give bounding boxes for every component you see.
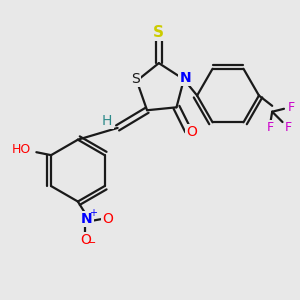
Text: O: O bbox=[102, 212, 113, 226]
Text: F: F bbox=[288, 101, 295, 114]
Text: F: F bbox=[285, 122, 292, 134]
Text: H: H bbox=[102, 114, 112, 128]
Text: S: S bbox=[131, 72, 140, 86]
Text: +: + bbox=[89, 208, 97, 218]
Text: −: − bbox=[87, 238, 96, 248]
Text: N: N bbox=[81, 212, 92, 226]
Text: F: F bbox=[267, 122, 274, 134]
Text: S: S bbox=[153, 25, 164, 40]
Text: HO: HO bbox=[12, 143, 31, 156]
Text: O: O bbox=[186, 125, 197, 139]
Text: O: O bbox=[80, 233, 91, 247]
Text: N: N bbox=[179, 71, 191, 85]
